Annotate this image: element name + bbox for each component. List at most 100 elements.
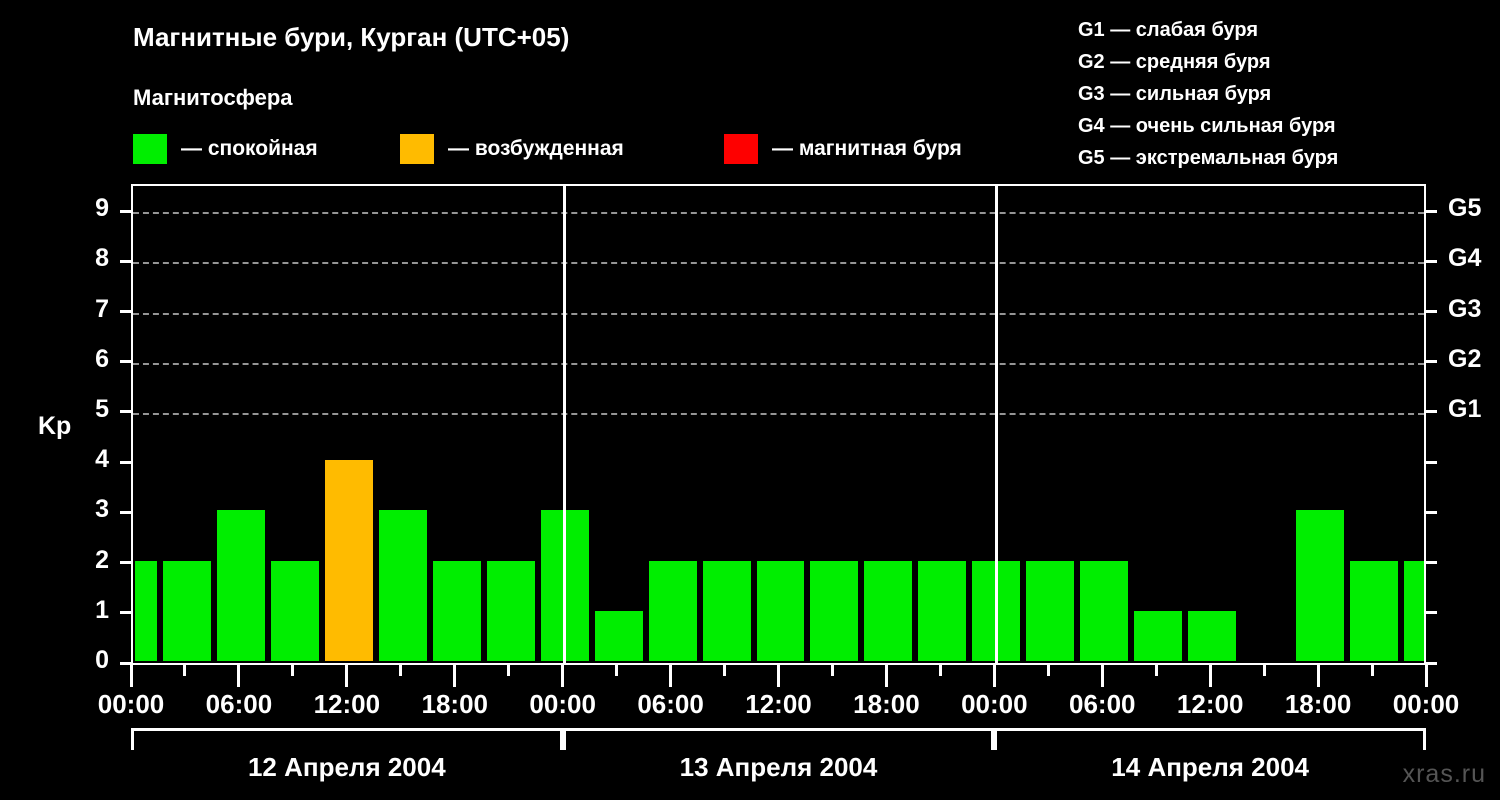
g-minor-tick-kp-4 xyxy=(1426,460,1437,464)
legend-label-quiet: — спокойная xyxy=(181,137,318,160)
bar xyxy=(594,610,643,661)
date-bracket-1 xyxy=(131,728,563,750)
bar xyxy=(756,560,805,661)
day-separator-2 xyxy=(994,186,998,663)
date-label-2: 13 Апреля 2004 xyxy=(679,752,878,782)
x-tick-label-11: 18:00 xyxy=(1284,689,1352,719)
x-tick-label-2: 12:00 xyxy=(313,689,381,719)
legend-item-quiet: — спокойная xyxy=(133,134,318,164)
g-tick-G4 xyxy=(1426,259,1437,263)
y-tick-label-0: 0 xyxy=(95,646,109,674)
x-tick-minor-23 xyxy=(1370,665,1374,676)
bar xyxy=(378,510,427,661)
g-tick-label-G2: G2 xyxy=(1448,344,1482,373)
y-axis-title: Kp xyxy=(38,412,72,440)
y-tick-3 xyxy=(120,510,131,514)
g-tick-G1 xyxy=(1426,410,1437,414)
legend-item-active: — возбужденная xyxy=(400,134,624,164)
x-tick-minor-1 xyxy=(183,665,187,676)
bar xyxy=(135,560,157,661)
bar xyxy=(1188,610,1237,661)
g-scale-legend: G1 — слабая буря G2 — средняя буря G3 — си… xyxy=(1078,14,1338,174)
date-label-3: 14 Апреля 2004 xyxy=(1111,752,1310,782)
x-tick-label-4: 00:00 xyxy=(529,689,596,719)
day-separators xyxy=(133,186,1424,663)
plot-area xyxy=(131,184,1426,665)
bar-series xyxy=(133,186,1424,663)
bar xyxy=(1026,560,1075,661)
bar xyxy=(648,560,697,661)
x-tick-major-6 xyxy=(453,665,457,687)
y-tick-2 xyxy=(120,561,131,565)
bar xyxy=(810,560,859,661)
x-tick-label-6: 12:00 xyxy=(745,689,812,719)
bar xyxy=(1080,560,1129,661)
bar xyxy=(216,510,265,661)
y-tick-label-3: 3 xyxy=(95,495,109,524)
bar xyxy=(486,560,535,661)
bar xyxy=(918,560,967,661)
x-tick-minor-21 xyxy=(1262,665,1266,676)
y-tick-label-4: 4 xyxy=(95,445,109,474)
y-tick-4 xyxy=(120,460,131,464)
x-tick-label-5: 06:00 xyxy=(637,689,704,719)
gridline-kp-7 xyxy=(133,312,1424,315)
date-bracket-2 xyxy=(562,728,995,750)
legend-label-active: — возбужденная xyxy=(448,137,624,160)
x-tick-label-12: 00:00 xyxy=(1392,689,1460,719)
x-tick-major-16 xyxy=(992,665,996,687)
x-tick-label-9: 06:00 xyxy=(1069,689,1136,719)
x-tick-minor-15 xyxy=(938,665,942,676)
x-tick-label-0: 00:00 xyxy=(97,689,165,719)
g-tick-G3 xyxy=(1426,310,1437,314)
y-tick-label-5: 5 xyxy=(95,394,109,423)
section-subtitle: Магнитосфера xyxy=(133,85,293,110)
bar xyxy=(1350,560,1399,661)
y-tick-7 xyxy=(120,310,131,314)
bar xyxy=(162,560,211,661)
y-tick-label-8: 8 xyxy=(95,244,109,273)
x-tick-label-10: 12:00 xyxy=(1176,689,1244,719)
x-tick-major-24 xyxy=(1424,665,1428,687)
gridline-kp-9 xyxy=(133,212,1424,215)
y-tick-9 xyxy=(120,209,131,213)
gridlines xyxy=(133,186,1424,663)
gridline-kp-5 xyxy=(133,412,1424,415)
y-tick-label-7: 7 xyxy=(95,294,109,323)
legend-swatch-active-icon xyxy=(400,134,434,164)
x-tick-label-7: 18:00 xyxy=(853,689,920,719)
y-tick-label-1: 1 xyxy=(95,595,109,624)
bar xyxy=(1134,610,1183,661)
g-minor-tick-kp-2 xyxy=(1426,561,1437,565)
g-minor-tick-kp-3 xyxy=(1426,510,1437,514)
x-tick-major-2 xyxy=(237,665,241,687)
x-tick-minor-11 xyxy=(723,665,727,676)
x-tick-major-14 xyxy=(884,665,888,687)
g-tick-label-G1: G1 xyxy=(1448,394,1482,423)
g-tick-G5 xyxy=(1426,209,1437,213)
x-tick-major-22 xyxy=(1316,665,1320,687)
g-legend-row-1: G1 — слабая буря xyxy=(1078,19,1259,41)
x-tick-minor-17 xyxy=(1046,665,1050,676)
legend-label-storm: — магнитная буря xyxy=(772,137,962,160)
g-tick-label-G4: G4 xyxy=(1448,244,1482,273)
x-tick-major-12 xyxy=(777,665,780,687)
g-legend-row-5: G5 — экстремальная буря xyxy=(1078,147,1339,169)
legend-swatch-quiet-icon xyxy=(133,134,167,164)
bar xyxy=(1404,560,1424,661)
y-tick-1 xyxy=(120,611,131,615)
x-tick-major-20 xyxy=(1208,665,1212,687)
bar xyxy=(1296,510,1345,661)
g-legend-row-2: G2 — средняя буря xyxy=(1078,51,1271,73)
x-tick-minor-3 xyxy=(291,665,295,676)
bar xyxy=(702,560,751,661)
gridline-kp-8 xyxy=(133,262,1424,265)
x-tick-minor-5 xyxy=(399,665,403,676)
day-separator-1 xyxy=(563,186,567,663)
bar xyxy=(324,460,373,661)
x-tick-major-8 xyxy=(561,665,565,687)
date-bracket-3 xyxy=(994,728,1426,750)
g-minor-tick-kp-0 xyxy=(1426,661,1437,665)
watermark: xras.ru xyxy=(1402,760,1486,788)
